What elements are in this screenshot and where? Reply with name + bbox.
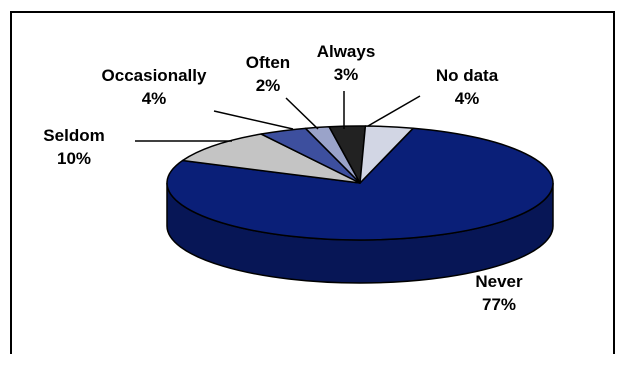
slice-name-always: Always [317,42,376,61]
slice-label-no-data: No data 4% [436,66,499,108]
leader-no-data [367,95,421,127]
leader-often [285,97,319,130]
slice-label-never: Never 77% [475,272,523,314]
leader-occasionally [213,110,294,130]
slice-name-seldom: Seldom [43,126,104,145]
slice-label-seldom: Seldom 10% [43,126,104,168]
slice-seldom [181,133,361,184]
slice-percent-occasionally: 4% [142,89,167,108]
chart-frame [10,11,615,354]
slice-label-often: Often 2% [246,53,290,95]
pie-top-slices [166,125,554,241]
slice-percent-never: 77% [482,295,516,314]
slice-name-occasionally: Occasionally [102,66,207,85]
slice-percent-no-data: 4% [455,89,480,108]
slice-label-occasionally: Occasionally 4% [102,66,207,108]
slice-percent-often: 2% [256,76,281,95]
slice-label-always: Always 3% [317,42,376,84]
slice-percent-always: 3% [334,65,359,84]
slice-name-often: Often [246,53,290,72]
slice-no-data [359,125,414,184]
slice-percent-seldom: 10% [57,149,91,168]
slice-never [166,127,554,241]
slice-name-no-data: No data [436,66,499,85]
leader-lines [135,91,421,142]
slice-name-never: Never [475,272,523,291]
